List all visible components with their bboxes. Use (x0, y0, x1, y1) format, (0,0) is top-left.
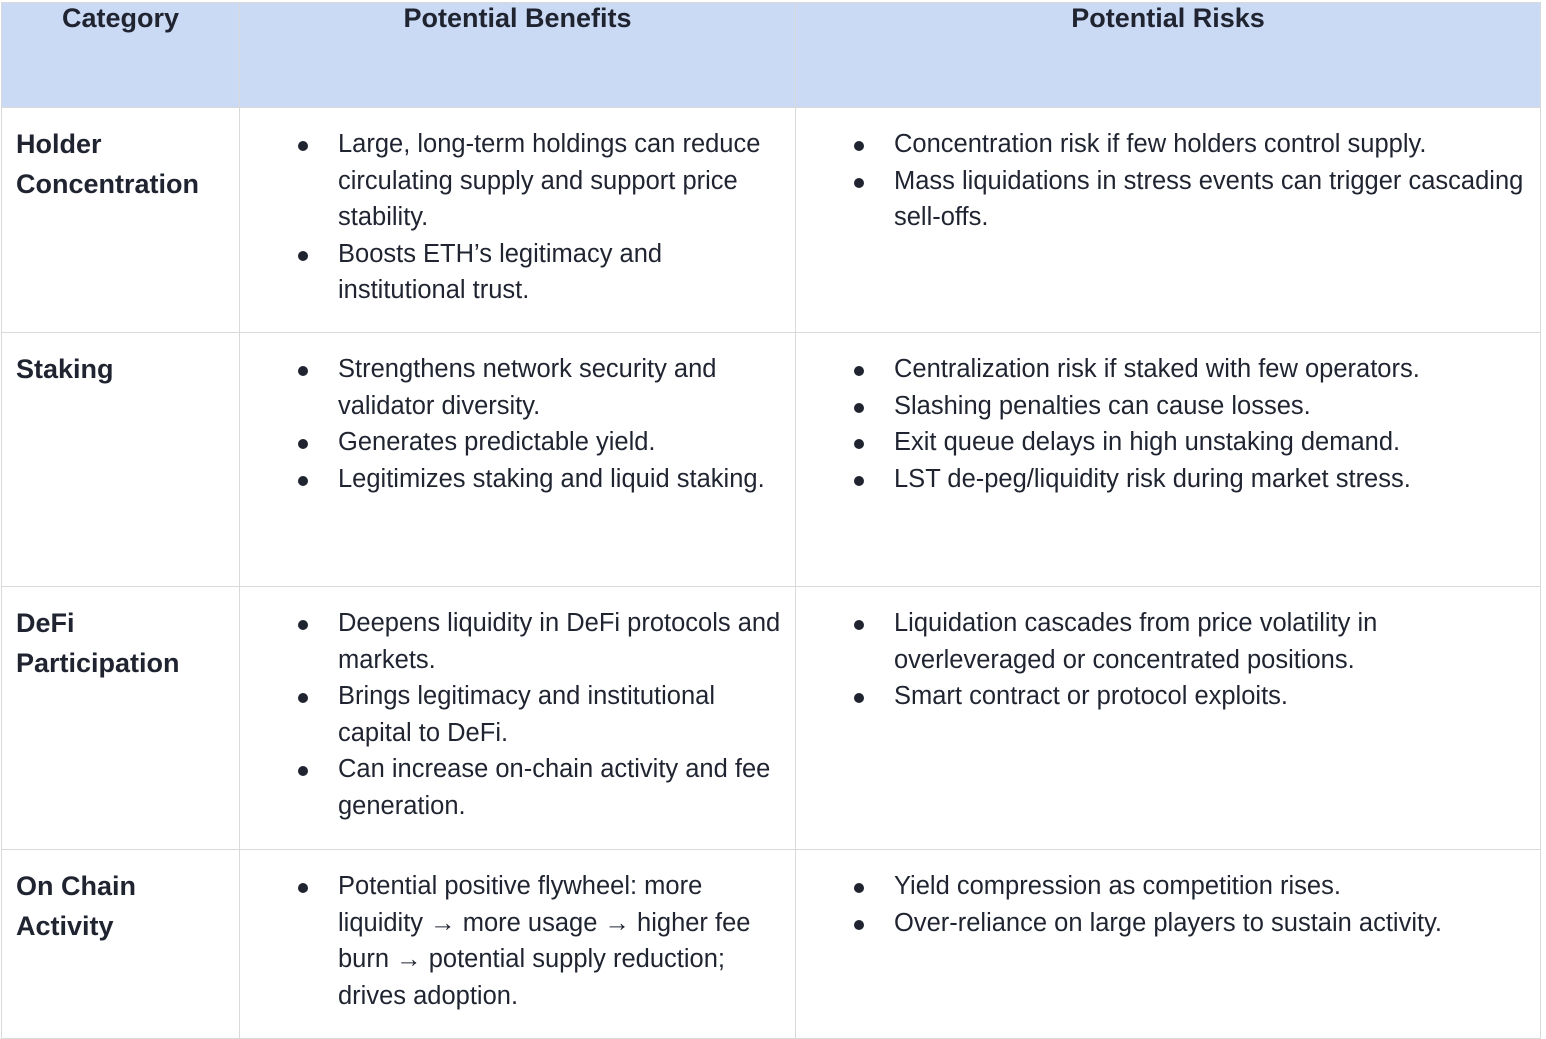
bullet-icon (854, 177, 864, 188)
risks-cell: Centralization risk if staked with few o… (795, 332, 1541, 587)
list-item: LST de-peg/liquidity risk during market … (796, 461, 1532, 498)
bullet-icon (854, 620, 864, 630)
bullet-icon (298, 766, 308, 776)
bullet-icon (298, 693, 308, 703)
risks-list: Concentration risk if few holders contro… (796, 108, 1540, 236)
benefits-list: Deepens liquidity in DeFi protocols and … (240, 587, 795, 824)
header-category: Category (1, 2, 240, 108)
benefits-cell: Potential positive flywheel: more liquid… (239, 849, 796, 1039)
table-row-staking: Staking Strengthens network security and… (1, 332, 1541, 587)
list-item: Mass liquidations in stress events can t… (796, 163, 1532, 236)
table-row-defi-participation: DeFi Participation Deepens liquidity in … (1, 586, 1541, 850)
header-risks: Potential Risks (795, 2, 1541, 108)
list-item: Potential positive flywheel: more liquid… (240, 868, 787, 1014)
bullet-icon (854, 366, 864, 376)
category-cell: Holder Concentration (1, 107, 240, 333)
category-label-line2: Activity (16, 911, 114, 941)
list-item: Large, long-term holdings can reduce cir… (240, 126, 787, 236)
category-cell: Staking (1, 332, 240, 587)
list-item: Can increase on-chain activity and fee g… (240, 751, 787, 824)
benefits-list: Large, long-term holdings can reduce cir… (240, 108, 795, 309)
list-item: Over-reliance on large players to sustai… (796, 905, 1532, 942)
benefits-cell: Large, long-term holdings can reduce cir… (239, 107, 796, 333)
list-item: Slashing penalties can cause losses. (796, 388, 1532, 425)
list-item: Brings legitimacy and institutional capi… (240, 678, 787, 751)
bullet-icon (854, 141, 864, 151)
list-item: Legitimizes staking and liquid staking. (240, 461, 787, 498)
table-row-holder-concentration: Holder Concentration Large, long-term ho… (1, 107, 1541, 333)
benefits-cell: Strengthens network security and validat… (239, 332, 796, 587)
list-item: Generates predictable yield. (240, 424, 787, 461)
category-label-line1: DeFi (16, 608, 75, 638)
bullet-icon (854, 919, 864, 930)
list-item: Deepens liquidity in DeFi protocols and … (240, 605, 787, 678)
list-item: Boosts ETH’s legitimacy and institutiona… (240, 236, 787, 309)
list-item: Strengthens network security and validat… (240, 351, 787, 424)
bullet-icon (298, 141, 308, 151)
table-row-on-chain-activity: On Chain Activity Potential positive fly… (1, 849, 1541, 1039)
risks-list: Liquidation cascades from price volatili… (796, 587, 1540, 715)
risks-cell: Yield compression as competition rises. … (795, 849, 1541, 1039)
bullet-icon (298, 439, 308, 449)
category-label-line1: On Chain (16, 871, 136, 901)
category-label-line2: Participation (16, 648, 180, 678)
list-item: Yield compression as competition rises. (796, 868, 1532, 905)
bullet-icon (854, 883, 864, 893)
list-item: Concentration risk if few holders contro… (796, 126, 1532, 163)
bullet-icon (854, 475, 864, 486)
category-cell: On Chain Activity (1, 849, 240, 1039)
category-label-line1: Staking (16, 354, 114, 384)
risks-cell: Concentration risk if few holders contro… (795, 107, 1541, 333)
bullet-icon (854, 693, 864, 703)
category-cell: DeFi Participation (1, 586, 240, 850)
bullet-icon (298, 475, 308, 486)
list-item: Liquidation cascades from price volatili… (796, 605, 1532, 678)
bullet-icon (298, 366, 308, 376)
bullet-icon (298, 883, 308, 893)
bullet-icon (298, 250, 308, 261)
bullet-icon (298, 620, 308, 630)
list-item: Exit queue delays in high unstaking dema… (796, 424, 1532, 461)
list-item: Smart contract or protocol exploits. (796, 678, 1532, 715)
bullet-icon (854, 439, 864, 449)
list-item: Centralization risk if staked with few o… (796, 351, 1532, 388)
header-benefits: Potential Benefits (239, 2, 796, 108)
risks-list: Yield compression as competition rises. … (796, 850, 1540, 941)
bullet-icon (854, 402, 864, 413)
category-label-line1: Holder (16, 129, 102, 159)
header-row: Category Potential Benefits Potential Ri… (1, 2, 1541, 108)
benefits-list: Strengthens network security and validat… (240, 333, 795, 497)
risks-list: Centralization risk if staked with few o… (796, 333, 1540, 497)
category-label-line2: Concentration (16, 169, 200, 199)
benefits-cell: Deepens liquidity in DeFi protocols and … (239, 586, 796, 850)
benefits-list: Potential positive flywheel: more liquid… (240, 850, 795, 1014)
risks-cell: Liquidation cascades from price volatili… (795, 586, 1541, 850)
